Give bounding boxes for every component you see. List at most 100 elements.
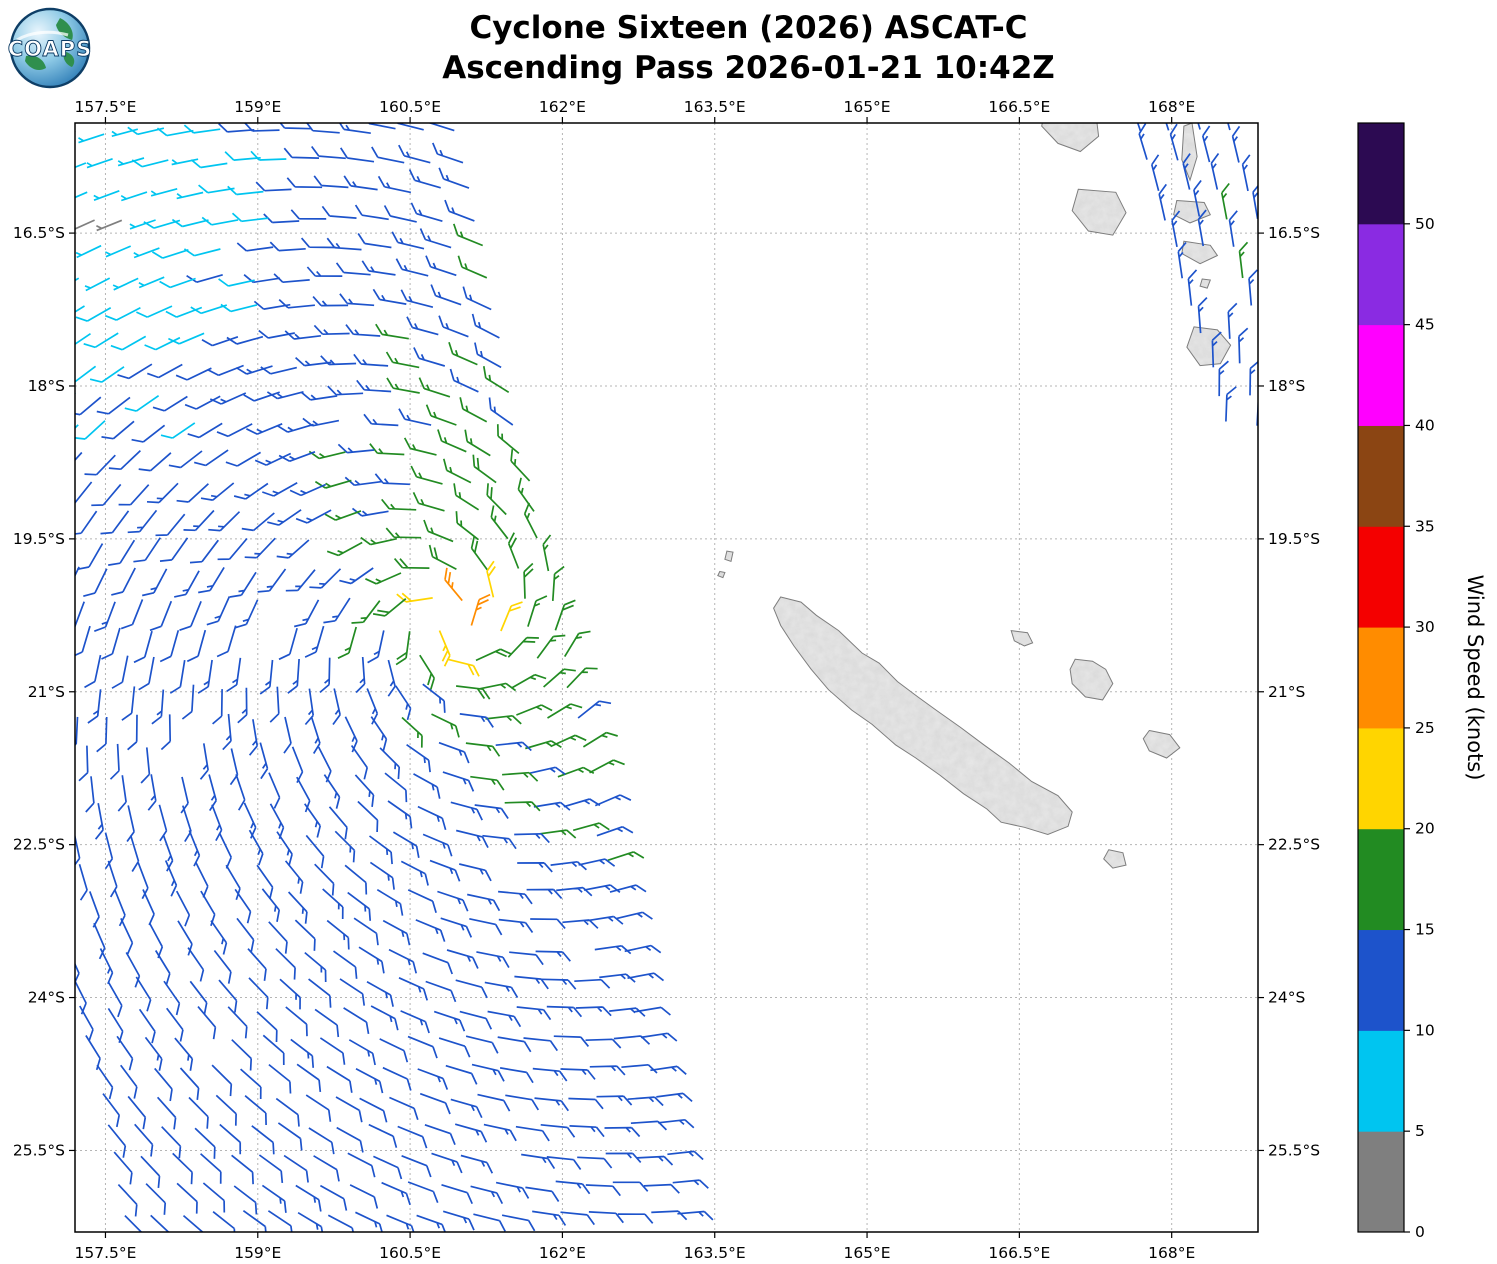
wind-barb xyxy=(75,962,80,985)
wind-barb xyxy=(588,1211,624,1224)
wind-barb xyxy=(1158,183,1167,221)
wind-barb xyxy=(361,260,396,276)
wind-barb xyxy=(262,1034,285,1066)
wind-barb xyxy=(490,505,509,540)
wind-barb xyxy=(137,862,149,900)
y-tick-label-right: 19.5°S xyxy=(1268,530,1320,548)
wind-barb xyxy=(507,532,520,569)
wind-barb xyxy=(182,1214,204,1232)
wind-barb xyxy=(398,408,432,426)
wind-barb xyxy=(577,1156,613,1169)
wind-barb xyxy=(154,950,171,986)
wind-barb xyxy=(212,689,223,725)
wind-barb xyxy=(75,191,88,199)
colorbar-tick-label: 20 xyxy=(1415,820,1435,838)
wind-barb xyxy=(183,248,221,257)
wind-barb xyxy=(677,1210,714,1221)
wind-barb xyxy=(486,560,496,598)
wind-barb xyxy=(322,888,344,920)
wind-barb xyxy=(470,593,491,626)
wind-barb xyxy=(197,659,213,694)
wind-barb xyxy=(1193,179,1202,217)
wind-barb xyxy=(470,536,489,571)
wind-barb xyxy=(609,884,647,893)
wind-barb xyxy=(159,277,196,289)
wind-barb xyxy=(400,860,429,886)
wind-barb xyxy=(391,231,425,250)
x-tick-label-bottom: 168°E xyxy=(1148,1244,1195,1262)
wind-barb xyxy=(532,1210,567,1226)
wind-barb xyxy=(84,277,111,292)
colorbar-band xyxy=(1358,828,1404,931)
wind-barb xyxy=(306,266,343,277)
colorbar-band xyxy=(1358,627,1404,729)
wind-barb xyxy=(556,886,593,897)
wind-barb xyxy=(75,332,91,346)
wind-barb xyxy=(1182,153,1191,190)
wind-barb xyxy=(310,717,321,754)
wind-barb xyxy=(289,483,327,497)
wind-barb xyxy=(351,600,381,624)
wind-barb xyxy=(305,1094,332,1122)
wind-barb xyxy=(136,305,173,318)
wind-barb xyxy=(532,1067,568,1082)
wind-barb xyxy=(158,804,168,842)
x-tick-label-top: 168°E xyxy=(1148,98,1195,116)
wind-barb xyxy=(145,1183,167,1215)
wind-barb xyxy=(407,1035,438,1059)
wind-barb xyxy=(247,948,267,981)
landmass-texture xyxy=(1103,849,1126,869)
wind-barb xyxy=(258,329,295,339)
wind-barb xyxy=(447,658,480,677)
x-tick-label-bottom: 159°E xyxy=(234,1244,281,1262)
colorbar-tick-label: 40 xyxy=(1415,416,1435,434)
wind-barb xyxy=(586,915,624,925)
wind-barb xyxy=(258,1154,284,1183)
colorbar-band xyxy=(1358,526,1404,628)
wind-barb xyxy=(529,766,566,775)
wind-barb xyxy=(117,363,153,380)
wind-barb xyxy=(624,944,662,954)
wind-barb xyxy=(248,977,269,1010)
wind-barb xyxy=(251,1125,275,1155)
wind-barb xyxy=(255,181,292,192)
wind-barb xyxy=(75,130,76,133)
wind-barb xyxy=(607,851,645,862)
wind-barb xyxy=(179,1067,200,1100)
wind-barb xyxy=(283,147,320,159)
wind-barb xyxy=(1238,327,1249,364)
wind-barb xyxy=(283,716,292,754)
colorbar-tick-label: 15 xyxy=(1415,921,1435,939)
wind-barb xyxy=(400,1010,430,1034)
landmass-texture xyxy=(1181,123,1198,181)
wind-barb xyxy=(262,481,298,497)
wind-barb xyxy=(347,1152,376,1178)
x-tick-label-top: 166.5°E xyxy=(988,98,1050,116)
wind-barb xyxy=(236,242,274,252)
wind-barb xyxy=(218,278,255,287)
wind-barb xyxy=(77,543,104,571)
wind-barb xyxy=(450,801,483,821)
wind-barb xyxy=(244,537,276,559)
wind-barb xyxy=(553,1035,590,1047)
wind-barb xyxy=(392,831,420,858)
wind-barb xyxy=(75,424,79,430)
wind-barb xyxy=(290,209,327,220)
x-tick-label-bottom: 166.5°E xyxy=(988,1244,1050,1262)
wind-barb xyxy=(594,944,632,955)
wind-barb xyxy=(109,743,120,780)
wind-barb xyxy=(536,634,566,659)
wind-barb xyxy=(1231,125,1241,163)
wind-barb xyxy=(429,859,461,882)
wind-barb xyxy=(304,803,322,838)
wind-barb xyxy=(180,776,189,814)
wind-barb xyxy=(323,774,341,809)
wind-barb xyxy=(375,323,409,340)
wind-barb xyxy=(89,366,125,383)
wind-barb xyxy=(148,922,164,959)
wind-barb xyxy=(308,1127,335,1155)
wind-barb xyxy=(188,1096,209,1129)
wind-barb xyxy=(58,774,66,810)
wind-barb xyxy=(172,1152,193,1185)
